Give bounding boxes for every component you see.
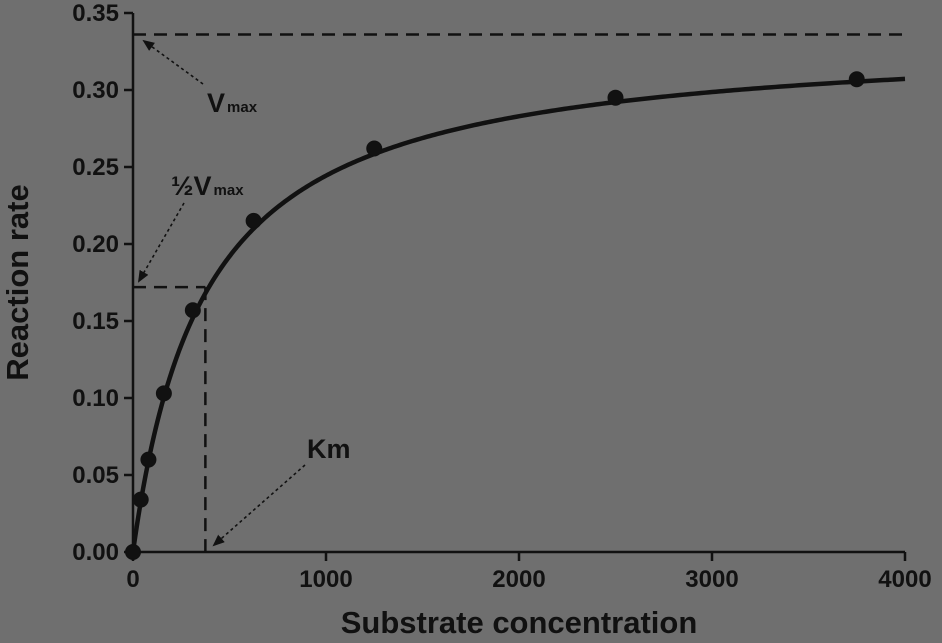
fit-curve-layer xyxy=(130,76,906,555)
y-tick-label: 0.15 xyxy=(72,308,119,335)
data-point xyxy=(125,544,141,560)
data-point xyxy=(245,212,262,229)
data-points xyxy=(125,71,865,560)
y-tick-label: 0.20 xyxy=(72,231,119,258)
vmax-arrow xyxy=(142,39,204,85)
x-tick-label: 0 xyxy=(126,566,139,593)
x-tick-label: 4000 xyxy=(878,566,931,593)
y-tick-label: 0.05 xyxy=(72,462,119,489)
x-tick-label: 3000 xyxy=(685,566,738,593)
data-point xyxy=(140,451,157,468)
data-point xyxy=(366,140,383,157)
x-tick-label: 1000 xyxy=(299,566,352,593)
y-tick-label: 0.25 xyxy=(72,154,119,181)
data-point xyxy=(848,71,865,88)
y-tick-label: 0.30 xyxy=(72,77,119,104)
data-point xyxy=(184,302,201,319)
y-tick-label: 0.10 xyxy=(72,385,119,412)
fit-curve xyxy=(130,76,906,555)
half-vmax-label: ½V max xyxy=(171,171,244,201)
y-tick-label: 0.35 xyxy=(72,0,119,27)
km-label: Km xyxy=(307,434,351,464)
reference-lines xyxy=(133,33,905,552)
y-tick-label: 0.00 xyxy=(72,539,119,566)
data-point xyxy=(155,385,172,402)
x-tick-label: 2000 xyxy=(492,566,545,593)
y-axis-title: Reaction rate xyxy=(0,184,35,380)
half-vmax-arrow xyxy=(138,202,185,283)
x-axis-title: Substrate concentration xyxy=(341,605,698,638)
data-point xyxy=(607,89,624,106)
data-point xyxy=(132,491,149,508)
km-arrow xyxy=(212,464,306,547)
